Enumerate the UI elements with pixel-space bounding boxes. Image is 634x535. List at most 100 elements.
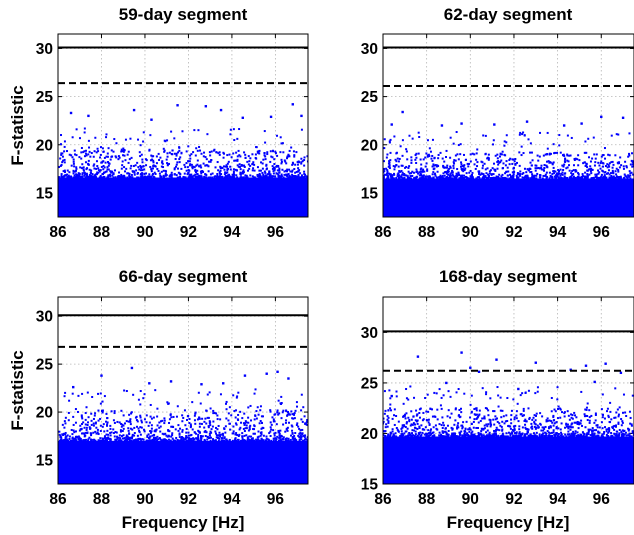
scatter-point (581, 424, 584, 427)
scatter-point (289, 438, 292, 441)
scatter-point (627, 429, 630, 432)
scatter-point (445, 172, 448, 175)
scatter-point (181, 130, 184, 133)
scatter-point (466, 177, 469, 180)
scatter-point (223, 427, 226, 430)
x-tick-label: 88 (418, 224, 436, 241)
scatter-point (617, 413, 620, 416)
scatter-point (270, 175, 273, 178)
scatter-point (619, 177, 622, 180)
scatter-point (529, 151, 532, 154)
scatter-point (418, 411, 421, 414)
scatter-point (110, 155, 113, 158)
scatter-point (477, 431, 480, 434)
scatter-point (418, 426, 421, 429)
scatter-point (300, 174, 303, 177)
scatter-point (94, 173, 97, 176)
scatter-point (427, 432, 430, 435)
scatter-point (583, 151, 586, 154)
scatter-point (461, 426, 464, 429)
scatter-point (550, 410, 553, 413)
scatter-point (421, 170, 424, 173)
scatter-point (594, 161, 597, 164)
scatter-point (196, 176, 199, 179)
scatter-point (521, 392, 524, 395)
scatter-point (165, 174, 168, 177)
scatter-point (297, 167, 300, 170)
scatter-point (162, 433, 165, 436)
scatter-point (59, 164, 62, 167)
scatter-point (577, 434, 580, 437)
scatter-point (426, 432, 429, 435)
scatter-point (401, 164, 404, 167)
outlier-point (619, 371, 623, 375)
scatter-point (597, 169, 600, 172)
scatter-point (167, 402, 170, 405)
scatter-point (419, 435, 422, 438)
scatter-point (402, 414, 405, 417)
scatter-point (194, 175, 197, 178)
scatter-point (73, 149, 76, 152)
scatter-point (603, 174, 606, 177)
scatter-point (553, 172, 556, 175)
scatter-point (487, 175, 490, 178)
scatter-point (128, 176, 131, 179)
scatter-point (237, 435, 240, 438)
scatter-point (235, 439, 238, 442)
scatter-point (526, 175, 529, 178)
scatter-point (576, 422, 579, 425)
outlier-point (445, 381, 448, 385)
scatter-point (253, 169, 256, 172)
scatter-point (97, 432, 100, 435)
scatter-point (415, 420, 418, 423)
scatter-point (426, 175, 429, 178)
scatter-point (413, 423, 416, 426)
scatter-point (150, 170, 153, 173)
scatter-point (142, 165, 145, 168)
scatter-point (75, 167, 78, 170)
scatter-point (531, 159, 534, 162)
scatter-point (132, 393, 135, 396)
scatter-point (136, 420, 139, 423)
scatter-point (164, 432, 167, 435)
scatter-point (58, 430, 61, 433)
scatter-point (586, 415, 589, 418)
scatter-point (80, 151, 83, 154)
scatter-point (391, 175, 394, 178)
scatter-point (456, 153, 459, 156)
scatter-point (260, 437, 263, 440)
scatter-point (188, 176, 191, 179)
scatter-point (62, 439, 65, 442)
scatter-point (185, 169, 188, 172)
scatter-point (609, 401, 612, 404)
scatter-point (87, 175, 90, 178)
scatter-point (123, 174, 126, 177)
scatter-point (518, 428, 521, 431)
scatter-point (579, 177, 582, 180)
scatter-point (629, 177, 632, 180)
scatter-point (296, 163, 299, 166)
scatter-point (383, 147, 386, 150)
scatter-point (271, 167, 274, 170)
scatter-point (408, 418, 411, 421)
scatter-point (528, 416, 531, 419)
scatter-point (275, 172, 278, 175)
scatter-point (99, 169, 102, 172)
scatter-point (465, 172, 468, 175)
x-tick-label: 86 (49, 491, 67, 508)
scatter-point (234, 437, 237, 440)
scatter-point (74, 430, 77, 433)
scatter-point (621, 429, 624, 432)
scatter-point (207, 425, 210, 428)
scatter-point (555, 421, 558, 424)
scatter-point (295, 170, 298, 173)
scatter-point (497, 160, 500, 163)
scatter-point (198, 145, 201, 148)
outlier-point (493, 123, 496, 126)
scatter-point (239, 155, 242, 158)
scatter-point (500, 434, 503, 437)
scatter-point (273, 169, 276, 172)
scatter-point (471, 152, 474, 155)
scatter-point (170, 176, 173, 179)
scatter-point (102, 168, 105, 171)
